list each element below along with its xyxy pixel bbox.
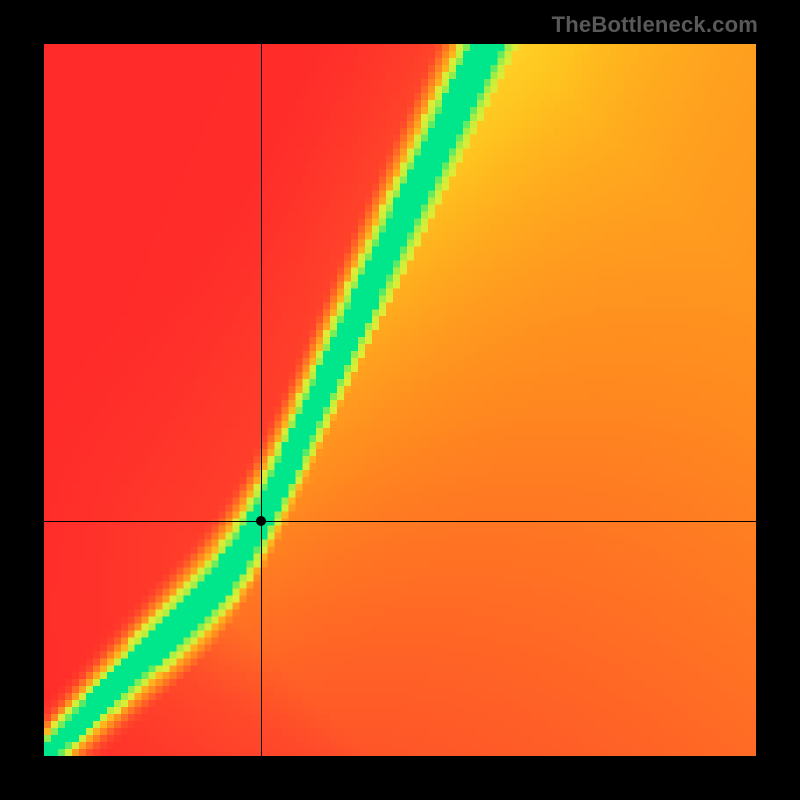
crosshair-vertical xyxy=(261,44,262,756)
watermark-text: TheBottleneck.com xyxy=(552,12,758,38)
chart-container: TheBottleneck.com xyxy=(0,0,800,800)
crosshair-horizontal xyxy=(44,521,756,522)
bottleneck-heatmap xyxy=(44,44,756,756)
